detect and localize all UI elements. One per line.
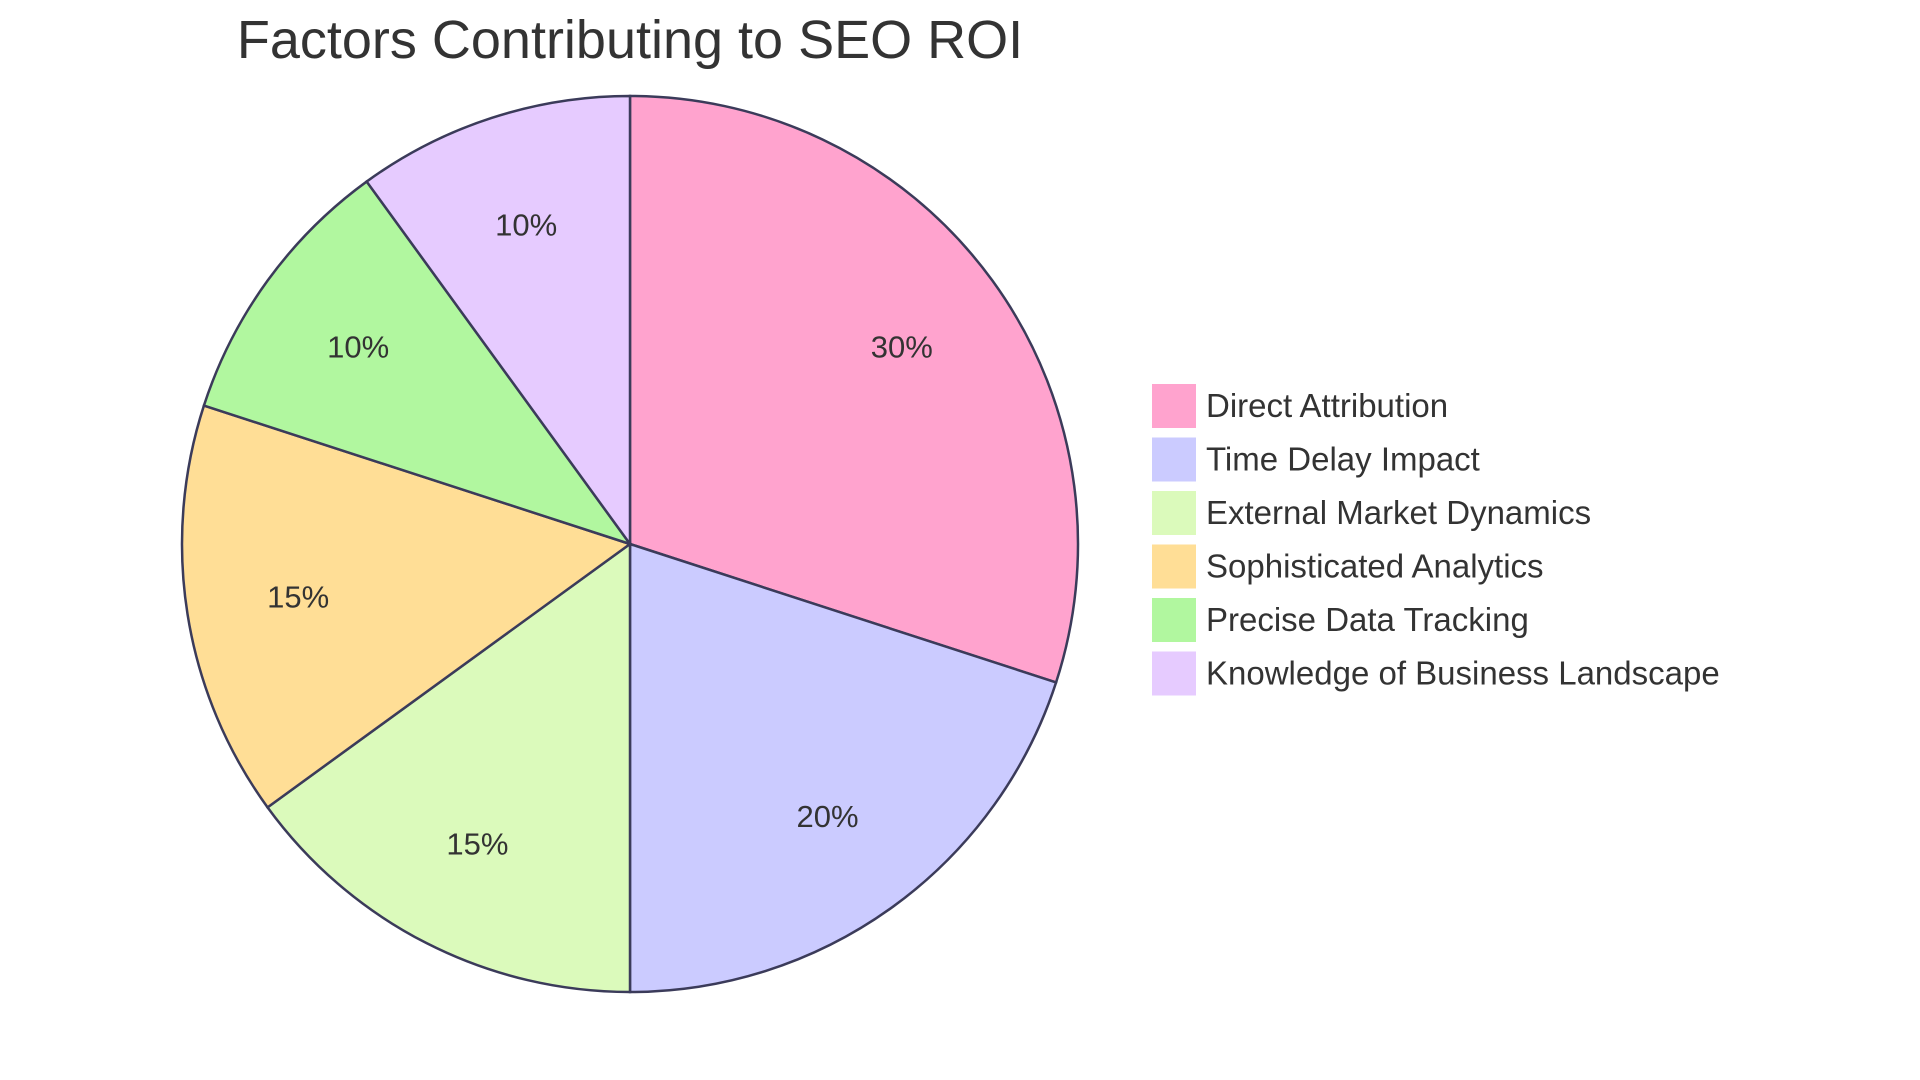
- legend-label-4: Sophisticated Analytics: [1206, 548, 1544, 585]
- legend-label-1: Direct Attribution: [1206, 387, 1448, 424]
- chart-title: Factors Contributing to SEO ROI: [237, 10, 1023, 70]
- legend-swatch-3: [1152, 491, 1196, 535]
- legend-label-5: Precise Data Tracking: [1206, 601, 1529, 638]
- slice-label-6: 10%: [495, 207, 557, 242]
- slice-label-5: 10%: [327, 330, 389, 365]
- slice-label-4: 15%: [267, 580, 329, 615]
- slice-label-1: 30%: [871, 330, 933, 365]
- slice-label-2: 20%: [796, 799, 858, 834]
- legend-label-6: Knowledge of Business Landscape: [1206, 655, 1720, 692]
- slice-label-3: 15%: [446, 826, 508, 861]
- pie-labels: 30% 20% 15% 15% 10% 10%: [267, 207, 933, 861]
- legend-swatch-6: [1152, 651, 1196, 696]
- legend-swatch-5: [1152, 598, 1196, 642]
- legend-swatch-2: [1152, 437, 1196, 482]
- pie-slice-2: [628, 542, 1058, 994]
- legend-label-2: Time Delay Impact: [1206, 441, 1480, 478]
- pie-slice-5: [202, 179, 634, 547]
- legend-swatch-4: [1152, 544, 1196, 589]
- legend-swatch-1: [1152, 384, 1196, 428]
- pie-slices: [180, 94, 1080, 994]
- pie-slice-1: [628, 94, 1080, 685]
- legend-label-3: External Market Dynamics: [1206, 494, 1591, 531]
- legend: Direct Attribution Time Delay Impact Exter…: [1152, 384, 1720, 696]
- pie-slice-4: [180, 403, 633, 810]
- pie-slice-6: [364, 94, 632, 548]
- pie-slice-3: [265, 541, 632, 994]
